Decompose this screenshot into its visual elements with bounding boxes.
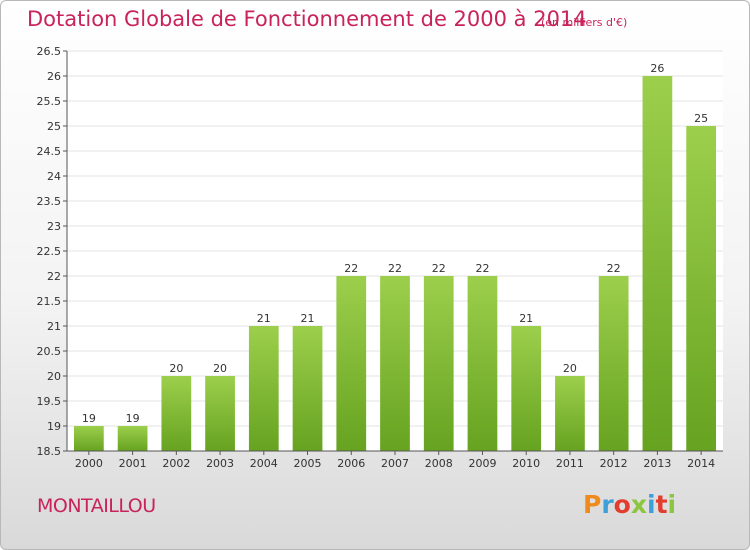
bar	[161, 376, 192, 451]
bar	[423, 276, 454, 451]
x-tick-label: 2001	[119, 457, 147, 470]
logo-letter: r	[601, 490, 614, 519]
y-tick-label: 26.5	[37, 45, 62, 58]
bar-value-label: 25	[694, 112, 708, 125]
y-tick-label: 19.5	[37, 395, 62, 408]
bar	[467, 276, 498, 451]
x-tick-label: 2012	[600, 457, 628, 470]
bar	[336, 276, 367, 451]
bar	[248, 326, 279, 451]
x-tick-label: 2009	[468, 457, 496, 470]
bar	[555, 376, 585, 451]
y-tick-label: 20.5	[37, 345, 62, 358]
bar-value-label: 22	[388, 262, 402, 275]
bar-value-label: 21	[301, 312, 315, 325]
y-tick-label: 25	[47, 120, 61, 133]
bar	[686, 126, 717, 451]
y-tick-label: 22.5	[37, 245, 62, 258]
bar-value-label: 22	[432, 262, 446, 275]
bar-value-label: 26	[650, 62, 664, 75]
y-tick-label: 19	[47, 420, 61, 433]
y-tick-label: 21	[47, 320, 61, 333]
x-tick-label: 2008	[425, 457, 453, 470]
y-tick-label: 22	[47, 270, 61, 283]
logo-letter: t	[655, 490, 668, 519]
chart-title: Dotation Globale de Fonctionnement de 20…	[27, 7, 587, 31]
bar	[292, 326, 323, 451]
logo-letter: i	[647, 490, 656, 519]
x-tick-label: 2007	[381, 457, 409, 470]
x-tick-label: 2002	[162, 457, 190, 470]
x-tick-label: 2000	[75, 457, 103, 470]
bar	[380, 276, 410, 451]
bar-value-label: 19	[82, 412, 96, 425]
y-tick-label: 23.5	[37, 195, 62, 208]
bar-value-label: 21	[257, 312, 271, 325]
chart-unit: (en milliers d'€)	[541, 16, 628, 29]
y-tick-label: 20	[47, 370, 61, 383]
y-tick-label: 21.5	[37, 295, 62, 308]
bar-value-label: 22	[475, 262, 489, 275]
bar-value-label: 20	[169, 362, 183, 375]
bar-value-label: 21	[519, 312, 533, 325]
x-tick-label: 2014	[687, 457, 715, 470]
bar-value-label: 20	[563, 362, 577, 375]
x-tick-label: 2013	[643, 457, 671, 470]
bar	[642, 76, 673, 451]
x-tick-label: 2005	[294, 457, 322, 470]
x-tick-label: 2006	[337, 457, 365, 470]
bar	[598, 276, 629, 451]
bar	[205, 376, 235, 451]
logo-letter: o	[613, 490, 631, 519]
y-tick-label: 18.5	[37, 445, 62, 458]
bar-value-label: 22	[344, 262, 358, 275]
bar	[117, 426, 148, 451]
x-tick-label: 2003	[206, 457, 234, 470]
logo-letter: P	[583, 490, 602, 519]
y-tick-label: 24.5	[37, 145, 62, 158]
bar	[511, 326, 542, 451]
y-tick-label: 23	[47, 220, 61, 233]
town-name: MONTAILLOU	[37, 495, 156, 517]
logo-letter: x	[630, 490, 647, 519]
x-tick-label: 2004	[250, 457, 278, 470]
proxiti-logo[interactable]: Proxiti	[583, 490, 676, 519]
bar-value-label: 22	[607, 262, 621, 275]
bar	[73, 426, 104, 451]
x-tick-label: 2011	[556, 457, 584, 470]
y-tick-label: 26	[47, 70, 61, 83]
y-tick-label: 24	[47, 170, 61, 183]
logo-letter: i	[667, 490, 677, 519]
bar-value-label: 19	[126, 412, 140, 425]
bar-value-label: 20	[213, 362, 227, 375]
y-tick-label: 25.5	[37, 95, 62, 108]
x-tick-label: 2010	[512, 457, 540, 470]
